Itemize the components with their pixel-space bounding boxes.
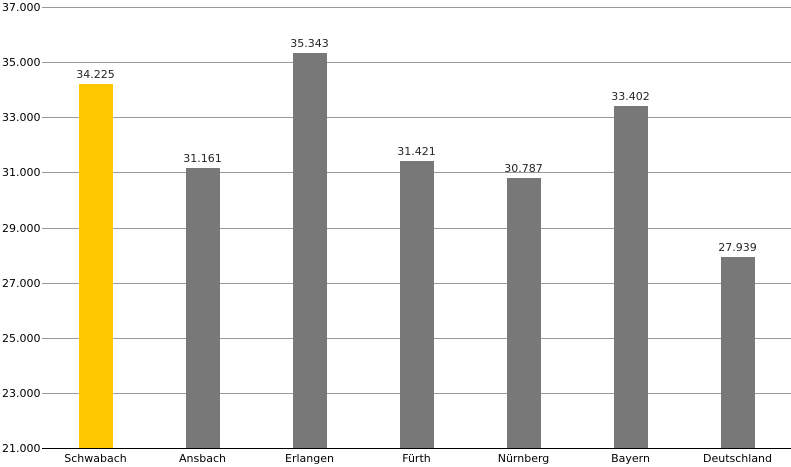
x-axis-line	[42, 448, 791, 449]
bar-value-label: 33.402	[611, 90, 650, 104]
y-tick-label: 21.000	[2, 442, 41, 455]
plot-area: 34.225 31.161 35.343 31.421 30.787 33.402 27.9…	[42, 7, 791, 449]
bar-bayern	[613, 106, 648, 448]
bar-value-label: 30.787	[504, 162, 543, 176]
bar-value-label: 35.343	[290, 36, 329, 50]
y-tick-label: 27.000	[2, 276, 41, 290]
x-category-label-deutschland: Deutschland	[702, 452, 773, 465]
bar-value-label: 31.421	[397, 144, 436, 158]
bar-deutschland	[720, 256, 755, 448]
y-tick-label: 37.000	[2, 1, 41, 14]
bar-value-label: 27.939	[718, 240, 757, 254]
y-tick-label: 35.000	[2, 56, 41, 70]
bar-ansbach	[185, 167, 220, 448]
x-category-label-erlangen: Erlangen	[285, 452, 334, 465]
x-category-label-schwabach: Schwabach	[64, 452, 127, 465]
bar-f-rth	[399, 160, 434, 448]
y-tick-label: 29.000	[2, 221, 41, 235]
bar-n-rnberg	[506, 178, 541, 448]
y-tick-label: 25.000	[2, 331, 41, 345]
gridline	[42, 117, 791, 119]
y-tick-label: 31.000	[2, 166, 41, 180]
y-tick-label: 23.000	[2, 386, 41, 400]
bar-value-label: 31.161	[183, 151, 222, 165]
x-category-label-ansbach: Ansbach	[179, 452, 226, 465]
bar-value-label: 34.225	[76, 67, 115, 81]
gridline	[42, 62, 791, 64]
x-category-label-f-rth: Fürth	[402, 452, 431, 465]
x-category-label-n-rnberg: Nürnberg	[497, 452, 550, 465]
bar-erlangen	[292, 52, 327, 448]
y-tick-label: 33.000	[2, 111, 41, 125]
bar-schwabach	[78, 83, 113, 448]
x-category-label-bayern: Bayern	[611, 452, 650, 465]
gridline	[42, 7, 791, 8]
